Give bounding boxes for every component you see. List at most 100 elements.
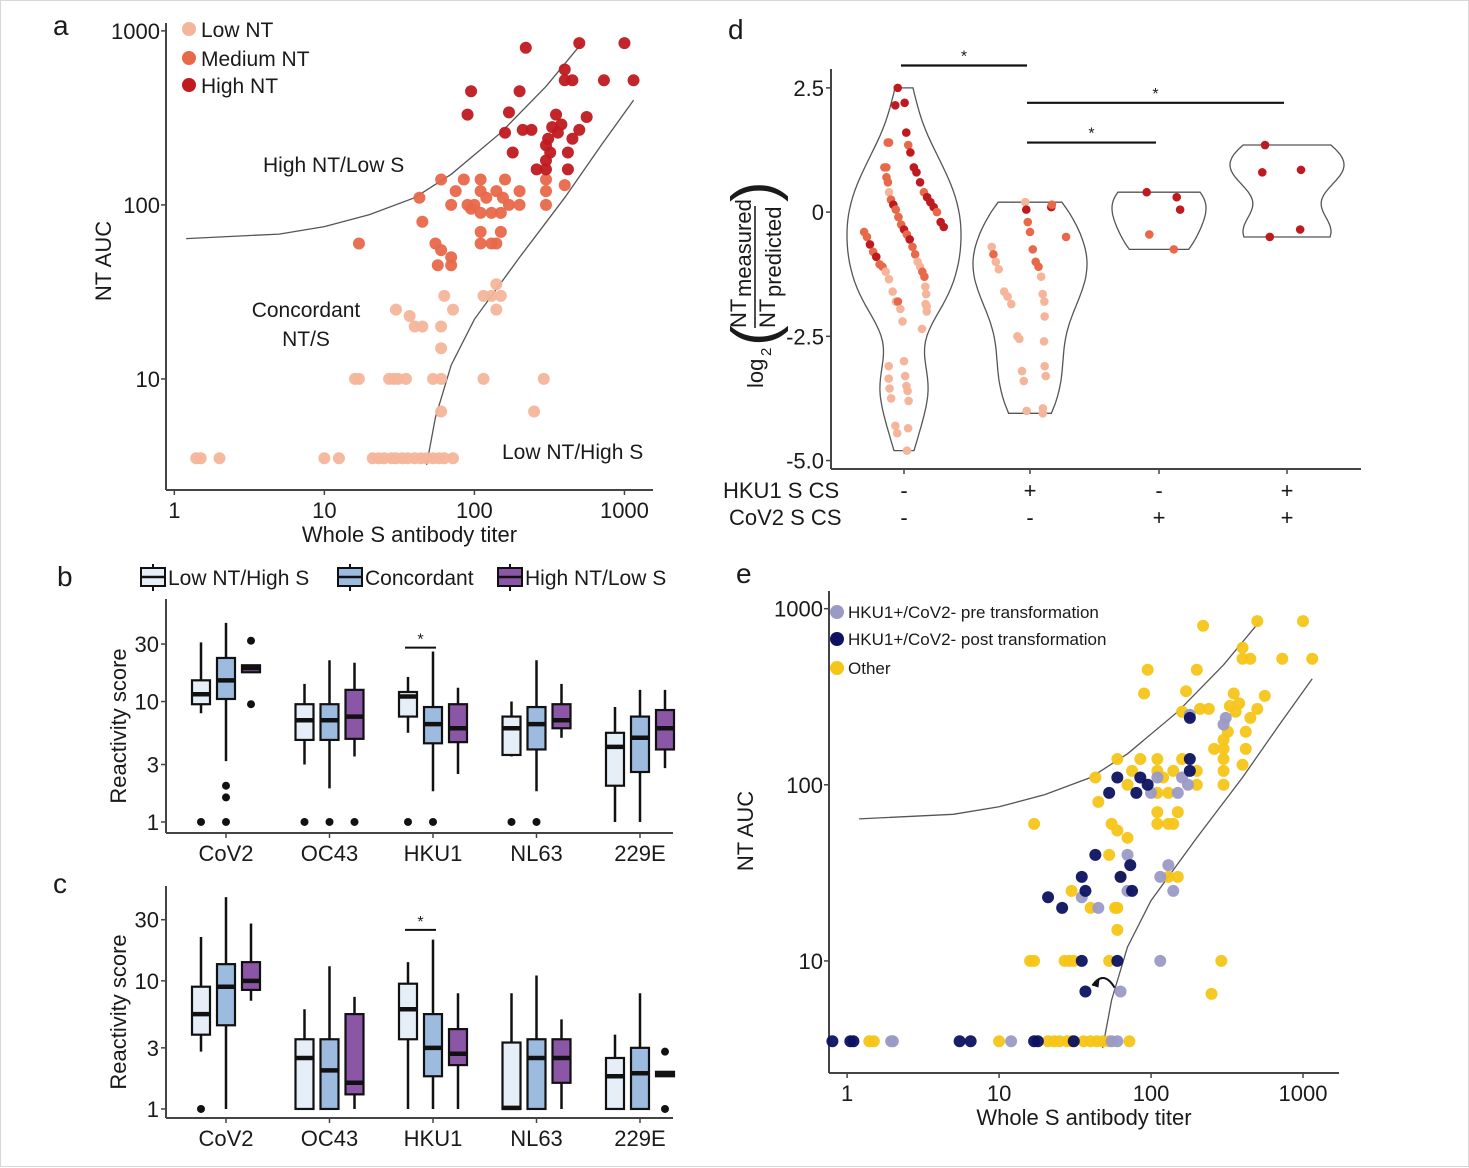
y-tick-label: 2.5 <box>793 76 824 101</box>
data-point-post-transformation <box>1126 884 1139 897</box>
legend-label: Medium NT <box>201 48 310 71</box>
legend-marker-post-transformation <box>830 632 844 646</box>
legend-label: HKU1+/CoV2- pre transformation <box>848 603 1099 622</box>
data-point-post-transformation <box>1183 711 1196 724</box>
significance-star: * <box>417 914 423 931</box>
data-point-other <box>1065 884 1078 897</box>
y-tick-label: 3 <box>147 753 159 778</box>
data-point-high-nt <box>465 85 478 98</box>
data-point-other <box>1089 771 1102 784</box>
violin-outline <box>1111 191 1207 251</box>
data-point-post-transformation <box>1114 870 1127 883</box>
data-point-low-nt <box>921 289 931 299</box>
data-point-low-nt <box>987 242 997 252</box>
data-point-high-nt <box>1265 232 1275 242</box>
x-tick-label: HKU1 <box>404 1126 463 1151</box>
data-point-medium-nt <box>539 173 552 186</box>
data-point-pre-transformation <box>1111 1035 1124 1048</box>
outlier-point <box>197 1104 205 1113</box>
box-iqr <box>526 1038 547 1111</box>
data-point-low-nt <box>435 405 448 418</box>
x-axis-label: Whole S antibody titer <box>976 1105 1191 1130</box>
data-point-medium-nt <box>882 163 891 172</box>
box-OC43-low-nt-high-s <box>294 683 315 826</box>
box-OC43-concordant <box>319 660 340 826</box>
data-point-high-nt <box>502 106 515 119</box>
data-point-medium-nt <box>416 215 429 228</box>
box-iqr <box>447 1028 469 1067</box>
data-point-low-nt <box>446 452 459 465</box>
outlier-point <box>222 817 230 826</box>
y-tick-label: 1000 <box>774 597 823 622</box>
y-label-log-base: 2 <box>758 348 775 356</box>
cov2-status: + <box>1153 505 1166 530</box>
data-point-high-nt <box>539 154 552 167</box>
left-paren: ( <box>720 325 789 346</box>
data-point-high-nt <box>912 168 921 177</box>
data-point-post-transformation <box>1111 771 1124 784</box>
data-point-low-nt <box>490 278 503 291</box>
x-tick-label: NL63 <box>510 1126 563 1151</box>
data-point-pre-transformation <box>1167 884 1180 897</box>
box-HKU1-low-nt-high-s <box>397 676 419 826</box>
numerator-nt: NT <box>726 299 751 328</box>
data-point-low-nt <box>1017 366 1027 376</box>
data-point-medium-nt <box>465 202 478 215</box>
data-point-medium-nt <box>480 191 493 204</box>
box-HKU1-concordant <box>422 939 444 1109</box>
outlier-point <box>300 817 309 826</box>
data-point-medium-nt <box>910 250 920 259</box>
y-tick-label: 0 <box>812 200 824 225</box>
data-point-pre-transformation <box>1092 901 1105 914</box>
data-point-low-nt <box>1038 409 1048 418</box>
data-point-other <box>1111 923 1124 936</box>
box-NL63-high-nt-low-s <box>551 683 572 738</box>
data-point-high-nt <box>871 252 881 262</box>
data-point-other <box>1126 764 1139 777</box>
data-point-other <box>1180 685 1193 698</box>
data-point-high-nt <box>1295 225 1305 234</box>
data-point-low-nt <box>1019 376 1029 386</box>
x-tick-label: 100 <box>1133 1081 1170 1106</box>
data-point-low-nt <box>921 282 930 291</box>
data-point-medium-nt <box>920 272 929 282</box>
data-point-pre-transformation <box>885 1035 898 1048</box>
data-point-other <box>1109 901 1122 914</box>
box-OC43-concordant <box>319 966 340 1111</box>
data-point-other <box>1138 687 1151 700</box>
data-point-medium-nt <box>435 244 448 257</box>
cov2-status: - <box>900 505 907 530</box>
data-point-high-nt <box>865 240 875 249</box>
data-point-high-nt <box>1260 140 1270 150</box>
data-point-post-transformation <box>1124 859 1137 872</box>
data-point-other <box>1123 1035 1136 1048</box>
x-tick-label: 229E <box>614 841 665 866</box>
data-point-other <box>1162 786 1175 799</box>
box-OC43-high-nt-low-s <box>344 996 365 1109</box>
data-point-other <box>1215 954 1228 967</box>
data-point-high-nt <box>939 222 949 232</box>
data-point-medium-nt <box>513 185 526 198</box>
panel-letter-c: c <box>53 868 67 899</box>
data-point-low-nt <box>389 303 402 316</box>
cov2-status: + <box>1281 505 1294 530</box>
data-point-medium-nt <box>908 242 917 252</box>
outlier-point <box>197 817 205 826</box>
data-point-low-nt <box>416 320 429 333</box>
data-point-high-nt <box>891 100 900 110</box>
data-point-pre-transformation <box>1154 954 1167 967</box>
data-point-medium-nt <box>413 191 426 204</box>
x-tick-label: 1000 <box>1279 1081 1328 1106</box>
data-point-high-nt <box>1175 205 1185 214</box>
data-point-medium-nt <box>474 173 487 186</box>
data-point-low-nt <box>888 287 897 296</box>
data-point-high-nt <box>566 74 579 87</box>
data-point-post-transformation <box>1183 764 1196 777</box>
data-point-medium-nt <box>1023 217 1033 227</box>
data-point-low-nt <box>1041 371 1051 381</box>
x-tick-label: OC43 <box>301 1126 358 1151</box>
data-point-low-nt <box>1038 289 1047 299</box>
box-NL63-concordant <box>526 660 547 826</box>
box-iqr <box>551 703 572 730</box>
